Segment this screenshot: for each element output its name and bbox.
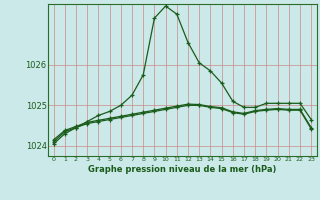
X-axis label: Graphe pression niveau de la mer (hPa): Graphe pression niveau de la mer (hPa) [88,165,276,174]
